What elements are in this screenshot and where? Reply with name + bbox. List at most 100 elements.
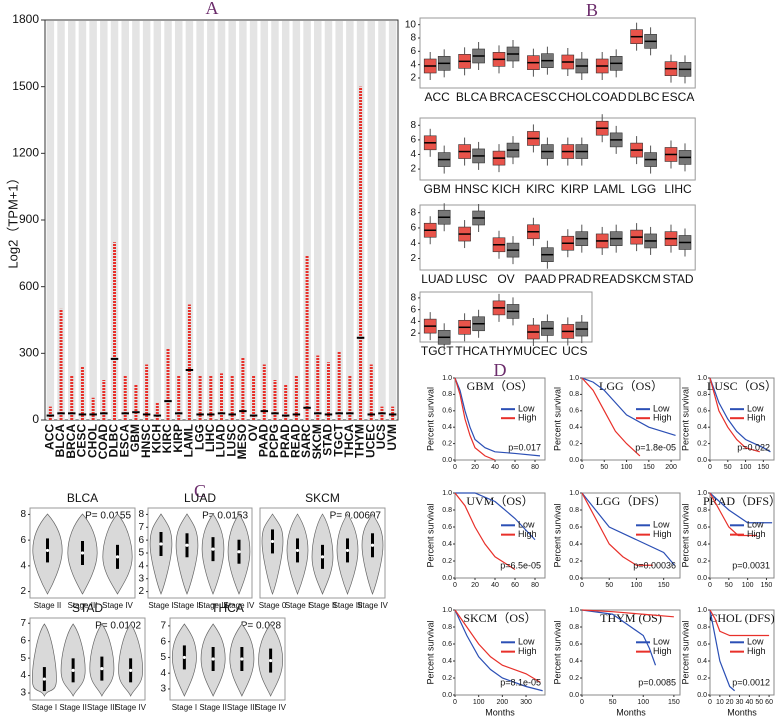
x-tick-label: Stage III [68, 601, 98, 610]
violin [31, 623, 57, 697]
x-tick-label: SKCM [310, 424, 324, 459]
y-tick-label: 3 [138, 573, 144, 584]
x-tick-label: Stage IV [224, 601, 255, 610]
p-value: p=0.0031 [732, 560, 770, 570]
survival-curve [454, 609, 541, 683]
y-tick-label: 8 [138, 509, 144, 520]
y-tick-label: 0.4 [569, 658, 579, 665]
y-tick-label: 1200 [12, 146, 39, 160]
y-tick-label: 0.6 [697, 524, 707, 531]
category-band [142, 21, 151, 420]
x-tick-label: READ [289, 424, 303, 458]
y-axis-label: Percent survival [552, 620, 562, 684]
y-tick-label: 10 [405, 19, 417, 30]
y-axis-label: Percent survival [680, 620, 690, 684]
x-tick-label: ACC [43, 424, 57, 450]
survival-curve [454, 609, 543, 692]
y-tick-label: 0.8 [569, 391, 579, 398]
x-tick-label: 60 [511, 582, 519, 589]
x-axis-label: Months [616, 707, 646, 717]
survival-curve [581, 609, 657, 666]
x-tick-label: BLCA [456, 90, 487, 104]
category-band [196, 21, 204, 420]
p-value: P= 0.0102 [95, 621, 141, 632]
plot-frame [454, 377, 546, 461]
y-tick-label: 0.4 [697, 424, 707, 431]
plot-frame [29, 617, 146, 701]
y-axis-label: Percent survival [425, 503, 435, 567]
plot-title: LGG（DFS） [596, 494, 667, 508]
plot-frame [169, 617, 286, 701]
median [237, 550, 241, 554]
plot-frame [581, 377, 681, 461]
y-tick-label: 8 [410, 207, 416, 218]
y-tick-label: 0.8 [569, 507, 579, 514]
y-tick-label: 4 [138, 560, 144, 571]
plot-frame [419, 291, 593, 343]
x-tick-label: 0 [580, 464, 584, 471]
median [100, 666, 104, 671]
x-tick-label: HNSC [455, 182, 489, 196]
x-tick-label: 50 [600, 464, 608, 471]
category-band [121, 21, 129, 420]
survival-curve [709, 492, 758, 537]
plot-title: CHOL (DFS) [709, 611, 774, 625]
y-tick-label: 0.6 [569, 408, 579, 415]
x-tick-label: KIRP [171, 424, 185, 453]
plot-title: THCA [211, 601, 244, 615]
x-tick-label: Stage II [309, 601, 337, 610]
p-value: p=0.00036 [633, 560, 676, 570]
y-tick-label: 0.0 [697, 575, 707, 582]
y-tick-label: 6 [410, 135, 416, 146]
x-tick-label: LAML [594, 182, 626, 196]
x-tick-label: COAD [96, 424, 110, 460]
y-tick-label: 1800 [12, 12, 39, 26]
plot-title: LGG（OS） [599, 379, 663, 393]
legend-label: High [518, 413, 537, 423]
panel-label: C [194, 481, 206, 501]
x-tick-label: MESO [235, 424, 249, 459]
category-band [378, 21, 386, 420]
x-tick-label: ESCA [117, 424, 131, 458]
survival-curve [709, 377, 771, 453]
p-value: p=0.017 [508, 442, 541, 452]
y-tick-label: 6 [20, 535, 26, 546]
y-axis-label: Percent survival [552, 503, 562, 567]
p-value: P= 0.028 [241, 621, 282, 632]
y-axis-label: Percent survival [552, 387, 562, 451]
x-tick-label: ESCA [662, 90, 695, 104]
x-tick-label: PAAD [525, 272, 557, 286]
panel-label: D [494, 360, 507, 380]
x-tick-label: 50 [725, 582, 733, 589]
y-tick-label: 8 [410, 293, 416, 304]
y-tick-label: 0.2 [442, 440, 452, 447]
x-tick-label: ACC [425, 90, 451, 104]
x-axis-label: Months [485, 707, 515, 717]
survival-curve [454, 377, 496, 461]
y-axis-label: Percent survival [425, 620, 435, 684]
median [295, 548, 300, 553]
legend-label: Low [518, 520, 535, 530]
survival-curve [709, 492, 773, 524]
x-tick-label: 60 [511, 464, 519, 471]
x-tick-label: PRAD [558, 272, 592, 286]
y-tick-label: 2 [410, 164, 416, 175]
x-tick-label: 50 [755, 699, 763, 706]
median [185, 543, 189, 547]
y-tick-label: 0.8 [697, 507, 707, 514]
y-tick-label: 0.6 [442, 641, 452, 648]
x-tick-label: UCS [374, 424, 388, 449]
x-tick-label: 150 [761, 582, 773, 589]
x-tick-label: 0 [708, 699, 712, 706]
plot-frame [454, 609, 546, 696]
x-tick-label: 200 [497, 699, 509, 706]
x-tick-label: Stage III [227, 703, 257, 712]
x-tick-label: 0 [708, 464, 712, 471]
x-tick-label: STAD [321, 424, 335, 456]
x-tick-label: Stage I [285, 601, 310, 610]
y-tick-label: 0.2 [569, 558, 579, 565]
survival-curve [581, 609, 674, 618]
y-tick-label: 0.8 [442, 391, 452, 398]
median [211, 547, 215, 551]
p-value: p=8.1e-05 [500, 677, 541, 687]
